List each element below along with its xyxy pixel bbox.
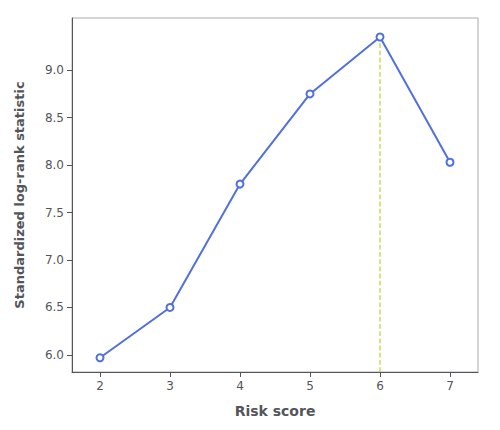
svg-text:5: 5 xyxy=(306,379,314,393)
svg-text:2: 2 xyxy=(96,379,104,393)
svg-text:7.0: 7.0 xyxy=(45,253,64,267)
svg-text:Risk score: Risk score xyxy=(235,403,316,419)
svg-text:6.5: 6.5 xyxy=(45,300,64,314)
svg-text:8.5: 8.5 xyxy=(45,111,64,125)
svg-text:Standardized log-rank statisti: Standardized log-rank statistic xyxy=(12,81,27,308)
svg-text:8.0: 8.0 xyxy=(45,158,64,172)
svg-text:3: 3 xyxy=(166,379,174,393)
svg-text:6.0: 6.0 xyxy=(45,348,64,362)
svg-text:7: 7 xyxy=(446,379,454,393)
svg-text:6: 6 xyxy=(376,379,384,393)
svg-text:9.0: 9.0 xyxy=(45,63,64,77)
svg-text:4: 4 xyxy=(236,379,244,393)
svg-text:7.5: 7.5 xyxy=(45,206,64,220)
